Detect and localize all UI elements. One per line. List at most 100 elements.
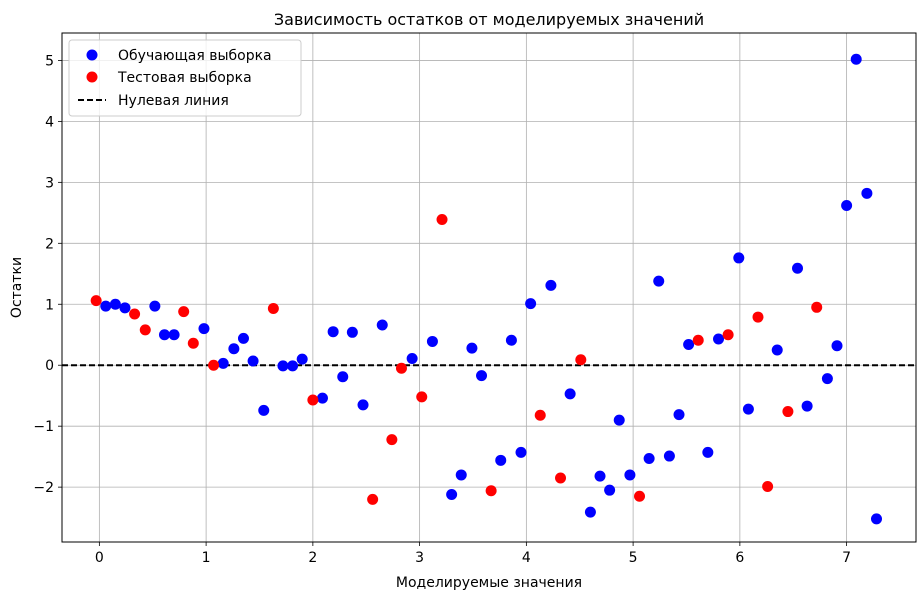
test-point bbox=[267, 303, 279, 315]
x-tick-label: 4 bbox=[522, 550, 531, 566]
test-point bbox=[307, 394, 319, 406]
test-point bbox=[692, 334, 704, 346]
train-point bbox=[466, 342, 478, 354]
train-point bbox=[871, 513, 883, 525]
test-point bbox=[436, 214, 448, 226]
test-point bbox=[762, 481, 774, 493]
test-point bbox=[90, 295, 102, 307]
test-point bbox=[575, 354, 587, 366]
test-point bbox=[187, 337, 199, 349]
train-point bbox=[455, 469, 467, 481]
y-axis-ticks: −2 −1 0 1 2 3 4 5 bbox=[33, 53, 62, 496]
train-point bbox=[119, 302, 131, 314]
train-point bbox=[733, 252, 745, 264]
test-point bbox=[367, 493, 379, 505]
x-tick-label: 7 bbox=[842, 550, 851, 566]
y-axis-title: Остатки bbox=[9, 257, 25, 318]
train-point bbox=[584, 506, 596, 518]
train-point bbox=[594, 470, 606, 482]
x-tick-label: 3 bbox=[415, 550, 424, 566]
train-point bbox=[287, 360, 299, 372]
x-tick-label: 2 bbox=[308, 550, 317, 566]
train-point bbox=[505, 334, 517, 346]
train-point bbox=[841, 200, 853, 212]
train-point bbox=[831, 340, 843, 352]
x-tick-label: 6 bbox=[735, 550, 744, 566]
legend-train-marker bbox=[86, 49, 98, 61]
train-point bbox=[426, 335, 438, 347]
test-point bbox=[129, 308, 141, 320]
y-tick-label: 3 bbox=[45, 175, 54, 191]
train-point bbox=[850, 53, 862, 65]
y-tick-label: 0 bbox=[45, 358, 54, 374]
train-point bbox=[357, 399, 369, 411]
legend-train-label: Обучающая выборка bbox=[118, 48, 272, 64]
train-point bbox=[258, 404, 270, 416]
x-tick-label: 0 bbox=[95, 550, 104, 566]
train-point bbox=[376, 319, 388, 331]
train-point bbox=[277, 360, 289, 372]
x-axis-title: Моделируемые значения bbox=[396, 575, 582, 591]
train-point bbox=[742, 403, 754, 415]
legend-box bbox=[68, 39, 302, 117]
y-tick-label: 5 bbox=[45, 53, 54, 69]
test-point bbox=[395, 362, 407, 374]
chart-title: Зависимость остатков от моделируемых зна… bbox=[274, 10, 704, 29]
test-point bbox=[811, 301, 823, 313]
train-point bbox=[683, 338, 695, 350]
train-point bbox=[476, 370, 488, 382]
y-tick-label: −1 bbox=[33, 419, 54, 435]
train-point bbox=[643, 452, 655, 464]
train-point bbox=[100, 300, 112, 312]
train-point bbox=[713, 333, 725, 345]
test-point bbox=[139, 324, 151, 336]
test-point bbox=[555, 472, 567, 484]
y-tick-label: 4 bbox=[45, 114, 54, 130]
train-point bbox=[149, 300, 161, 312]
train-point bbox=[237, 332, 249, 344]
y-tick-label: 2 bbox=[45, 236, 54, 252]
x-tick-label: 5 bbox=[629, 550, 638, 566]
y-tick-label: 1 bbox=[45, 297, 54, 313]
train-point bbox=[702, 446, 714, 458]
train-point bbox=[198, 323, 210, 335]
train-point bbox=[446, 488, 458, 500]
legend-test-marker bbox=[86, 71, 98, 83]
train-point bbox=[564, 388, 576, 400]
data-points bbox=[90, 53, 883, 525]
x-axis-ticks: 0 1 2 3 4 5 6 7 bbox=[95, 542, 851, 566]
train-point bbox=[109, 298, 121, 310]
plot-frame bbox=[61, 32, 917, 543]
x-tick-label: 1 bbox=[202, 550, 211, 566]
train-point bbox=[327, 326, 339, 338]
train-point bbox=[158, 329, 170, 341]
train-point bbox=[316, 392, 328, 404]
train-point bbox=[624, 469, 636, 481]
test-point bbox=[534, 409, 546, 421]
legend: Обучающая выборка Тестовая выборка Нулев… bbox=[68, 39, 302, 117]
train-point bbox=[337, 371, 349, 383]
legend-test-label: Тестовая выборка bbox=[117, 70, 252, 86]
train-point bbox=[663, 450, 675, 462]
legend-zero-label: Нулевая линия bbox=[118, 93, 229, 109]
test-point bbox=[208, 359, 220, 371]
train-point bbox=[771, 344, 783, 356]
train-point bbox=[406, 353, 418, 365]
train-point bbox=[801, 400, 813, 412]
test-point bbox=[386, 434, 398, 446]
y-tick-label: −2 bbox=[33, 480, 54, 496]
train-point bbox=[792, 262, 804, 274]
train-point bbox=[673, 409, 685, 421]
train-point bbox=[228, 343, 240, 355]
train-point bbox=[861, 187, 873, 199]
test-point bbox=[782, 406, 794, 418]
train-point bbox=[604, 484, 616, 496]
train-point bbox=[821, 373, 833, 385]
train-point bbox=[545, 279, 557, 291]
test-point bbox=[634, 490, 646, 502]
test-point bbox=[752, 311, 764, 323]
train-point bbox=[296, 353, 308, 365]
train-point bbox=[346, 326, 358, 338]
train-point bbox=[515, 446, 527, 458]
